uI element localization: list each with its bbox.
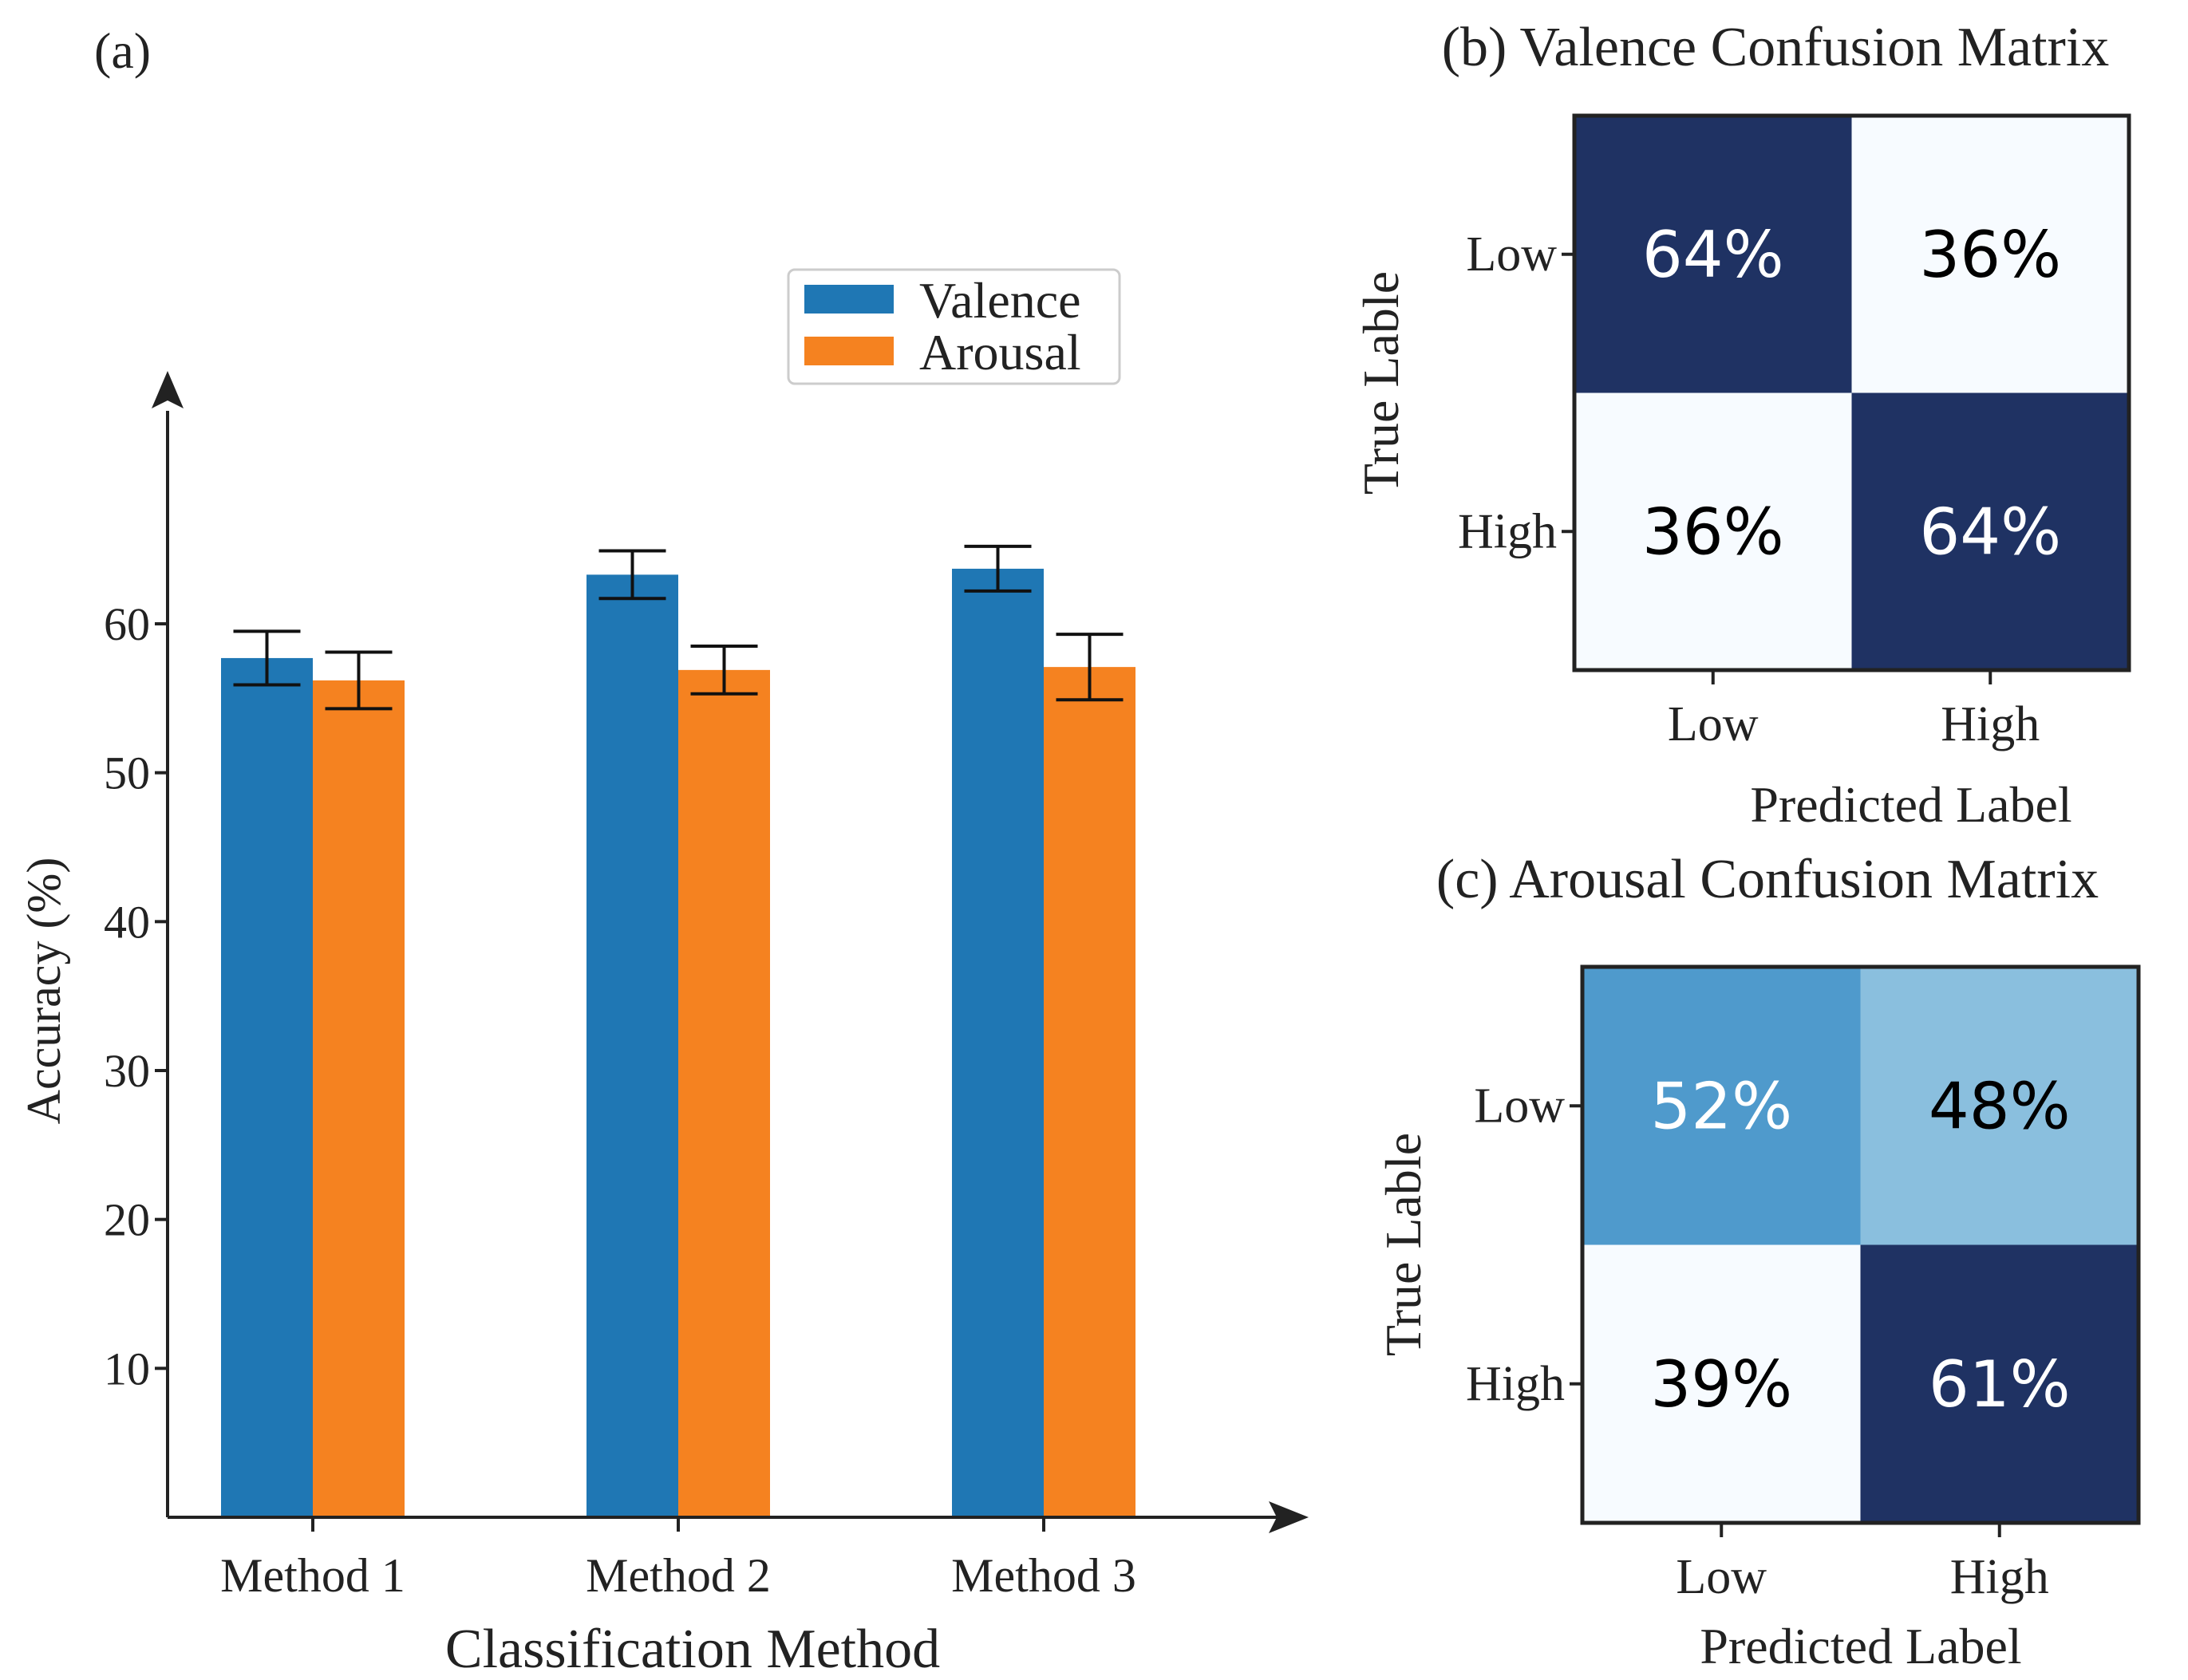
y-tick-label-10: 10: [104, 1343, 150, 1394]
x-ticks: Method 1 Method 2 Method 3: [220, 1517, 1136, 1602]
valence-matrix-frame: [1572, 113, 2131, 672]
arousal-matrix-cells: 52% 48% 39% 61%: [1582, 967, 2139, 1523]
valence-y-tick-label-low: Low: [1466, 227, 1557, 282]
arousal-matrix-ticks: Low High Low High: [1466, 1079, 2049, 1604]
legend-swatch-arousal: [804, 337, 894, 365]
x-tick-label-method-1: Method 1: [220, 1549, 405, 1602]
bar-arousal-method-3: [1044, 667, 1135, 1518]
arousal-x-tick-label-high: High: [1950, 1550, 2049, 1604]
arousal-matrix-ylabel: True Lable: [1375, 1133, 1432, 1356]
bar-valence-method-1: [221, 657, 313, 1517]
valence-y-tick-label-high: High: [1458, 504, 1557, 558]
x-axis-label: Classification Method: [445, 1619, 940, 1680]
valence-cell-high-high: [1851, 392, 2129, 670]
error-bars-layer: [233, 544, 1124, 711]
y-tick-label-40: 40: [104, 896, 150, 948]
valence-matrix-ylabel: True Lable: [1353, 271, 1409, 495]
arousal-x-tick-label-low: Low: [1676, 1550, 1767, 1604]
arousal-y-tick-label-low: Low: [1474, 1079, 1565, 1133]
valence-matrix-ticks: Low High Low High: [1458, 227, 2040, 751]
valence-value-low-low: 64%: [1642, 218, 1784, 292]
valence-x-tick-label-high: High: [1941, 697, 2040, 751]
arousal-value-high-high: 61%: [1929, 1347, 2071, 1422]
bar-valence-method-3: [952, 568, 1044, 1517]
arousal-value-low-low: 52%: [1650, 1069, 1792, 1143]
valence-x-tick-label-low: Low: [1668, 697, 1759, 751]
legend: Valence Arousal: [787, 268, 1121, 385]
valence-cell-high-low: [1574, 392, 1852, 670]
arousal-cell-low-high: [1860, 967, 2139, 1245]
valence-value-high-low: 36%: [1642, 495, 1784, 569]
valence-value-low-high: 36%: [1919, 218, 2061, 292]
x-tick-label-method-2: Method 2: [586, 1549, 771, 1602]
y-tick-label-60: 60: [104, 598, 150, 650]
valence-confusion-matrix-panel: (b) Valence Confusion Matrix 64% 36%36% 64…: [1353, 17, 2131, 833]
arousal-cell-high-high: [1860, 1244, 2139, 1523]
arousal-cell-low-low: [1582, 967, 1861, 1245]
bar-arousal-method-1: [313, 680, 405, 1517]
x-axis-arrow-icon: [1269, 1501, 1309, 1533]
valence-cell-low-low: [1574, 116, 1852, 393]
arousal-matrix-frame: [1580, 964, 2141, 1525]
bars-layer: [221, 568, 1135, 1518]
arousal-cell-high-low: [1582, 1244, 1861, 1523]
y-axis-label: Accuracy (%): [18, 858, 70, 1125]
valence-matrix-xlabel: Predicted Label: [1750, 776, 2071, 833]
y-tick-label-50: 50: [104, 747, 150, 799]
y-ticks: 10 20 30 40 50 60: [104, 598, 168, 1394]
y-tick-label-30: 30: [104, 1045, 150, 1097]
legend-label-valence: Valence: [919, 272, 1081, 329]
bar-arousal-method-2: [678, 669, 770, 1517]
valence-value-high-high: 64%: [1919, 495, 2061, 569]
arousal-confusion-matrix-panel: (c) Arousal Confusion Matrix 52% 48% 39% 61…: [1375, 849, 2141, 1674]
arousal-y-tick-label-high: High: [1466, 1357, 1565, 1411]
y-axis-arrow-icon: [152, 371, 184, 408]
arousal-value-high-low: 39%: [1650, 1347, 1792, 1422]
arousal-matrix-xlabel: Predicted Label: [1700, 1618, 2021, 1674]
y-tick-label-20: 20: [104, 1194, 150, 1246]
x-tick-label-method-3: Method 3: [951, 1549, 1136, 1602]
panel-a-label: (a): [94, 22, 151, 79]
valence-cell-low-high: [1851, 116, 2129, 393]
valence-matrix-cells: 64% 36% 36% 64%: [1574, 116, 2129, 670]
legend-swatch-valence: [804, 285, 894, 314]
valence-matrix-title: (b) Valence Confusion Matrix: [1442, 17, 2110, 78]
legend-label-arousal: Arousal: [919, 324, 1081, 381]
arousal-matrix-title: (c) Arousal Confusion Matrix: [1436, 849, 2099, 910]
arousal-value-low-high: 48%: [1929, 1069, 2071, 1143]
bar-valence-method-2: [586, 574, 678, 1517]
